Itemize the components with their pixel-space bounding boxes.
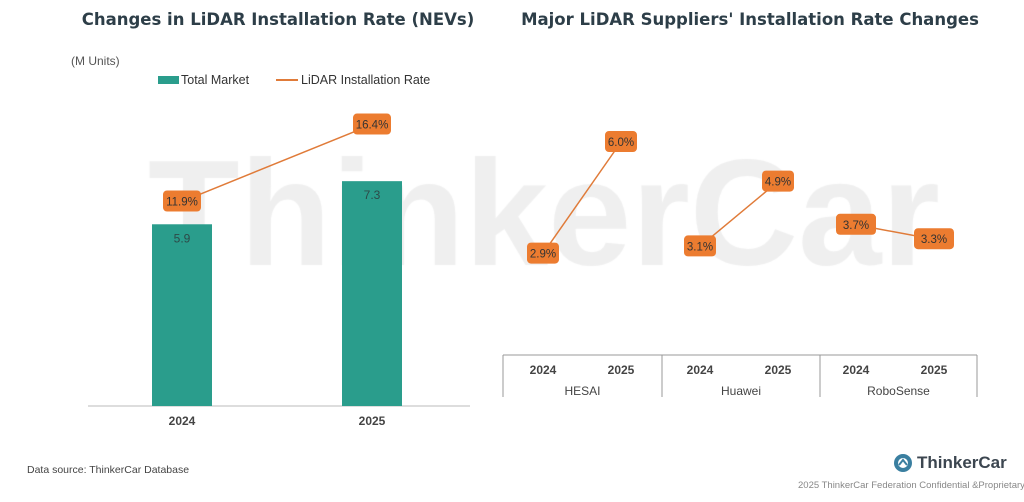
x-tick-label: 2024: [169, 414, 196, 428]
group-label: RoboSense: [867, 384, 930, 398]
line-HESAI: [542, 141, 622, 255]
x-tick-label: 2025: [608, 363, 635, 377]
rate-line: [181, 123, 373, 203]
right-chart-title: Major LiDAR Suppliers' Installation Rate…: [521, 10, 979, 29]
logo-icon: [894, 454, 912, 472]
x-tick-label: 2024: [687, 363, 714, 377]
left-chart-title: Changes in LiDAR Installation Rate (NEVs…: [81, 10, 475, 29]
rate-label-HESAI-bg: [527, 242, 559, 264]
rate-label-Huawei-bg: [684, 235, 716, 257]
rate-label-Huawei-bg: [762, 170, 794, 192]
data-source: Data source: ThinkerCar Database: [27, 464, 190, 476]
rate-label: 16.4%: [356, 120, 389, 132]
copyright: 2025 ThinkerCar Federation Confidential …: [798, 480, 1024, 491]
rate-label-Huawei: 4.9%: [765, 177, 791, 189]
x-tick-label: 2025: [359, 414, 386, 428]
logo-text: ThinkerCar: [917, 453, 1007, 472]
legend-total-market: Total Market: [158, 73, 249, 87]
rate-label-Huawei: 3.1%: [687, 241, 713, 253]
legend-line-swatch: [276, 79, 298, 81]
rate-label-HESAI: 2.9%: [530, 249, 556, 261]
rate-label-RoboSense-bg: [914, 228, 954, 250]
x-tick-label: 2024: [843, 363, 870, 377]
rate-label-RoboSense: 3.7%: [843, 220, 869, 232]
rate-label-HESAI: 6.0%: [608, 137, 634, 149]
group-label: Huawei: [721, 384, 761, 398]
group-label: HESAI: [564, 384, 600, 398]
legend-label: LiDAR Installation Rate: [301, 73, 431, 87]
bar-label: 5.9: [174, 231, 191, 245]
legend-bar-swatch: [158, 76, 179, 84]
rate-label-bg: [163, 190, 201, 212]
bar-2024: [152, 224, 212, 406]
bar-2025: [342, 181, 402, 406]
unit-label: (M Units): [71, 54, 120, 68]
x-tick-label: 2025: [921, 363, 948, 377]
rate-label: 11.9%: [166, 197, 198, 209]
rate-label-bg: [353, 113, 391, 135]
rate-label-RoboSense-bg: [836, 213, 876, 235]
x-tick-label: 2025: [765, 363, 792, 377]
x-tick-label: 2024: [530, 363, 557, 377]
legend-label: Total Market: [181, 73, 250, 87]
rate-label-RoboSense: 3.3%: [921, 234, 947, 246]
rate-label-HESAI-bg: [605, 131, 637, 152]
bar-label: 7.3: [364, 188, 381, 202]
thinkercar-logo: ThinkerCar: [893, 453, 1007, 473]
legend-installation-rate: LiDAR Installation Rate: [276, 73, 430, 87]
